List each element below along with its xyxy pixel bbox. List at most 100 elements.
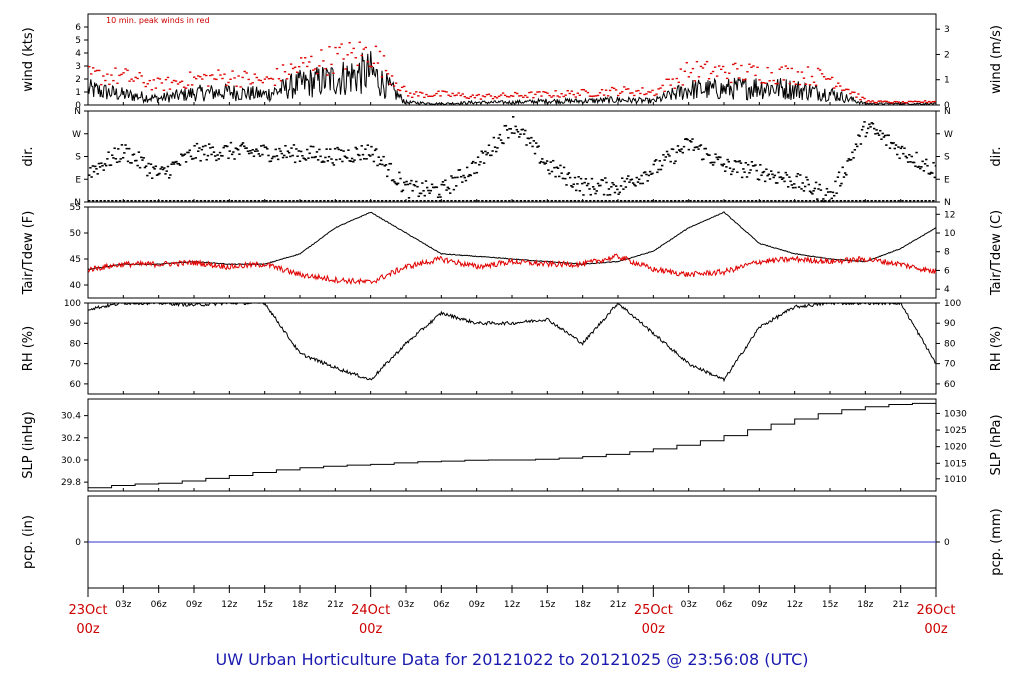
panel-3: 60 70 80 90 100 60 70 80 90 100 RH (%) RH (%) xyxy=(21,299,1004,395)
dir-point xyxy=(508,128,511,130)
dir-point xyxy=(164,173,167,175)
dir-point xyxy=(567,172,571,174)
dir-point xyxy=(704,147,708,150)
dir-point xyxy=(194,157,198,159)
peak-wind-point xyxy=(455,94,458,96)
dir-point xyxy=(237,148,240,151)
dir-point-calm xyxy=(901,199,904,202)
peak-wind-point xyxy=(160,82,164,84)
dir-point xyxy=(206,154,210,157)
dir-point xyxy=(117,148,120,150)
dir-point xyxy=(742,168,745,170)
dir-point xyxy=(393,181,396,183)
peak-wind-point xyxy=(616,94,620,97)
dir-point-calm xyxy=(519,199,523,202)
dir-point xyxy=(507,136,510,139)
dir-point xyxy=(834,180,837,183)
dir-point xyxy=(514,125,517,128)
peak-wind-point xyxy=(394,82,398,84)
dir-point xyxy=(349,160,353,163)
dir-point-calm xyxy=(708,199,711,202)
peak-wind-point xyxy=(336,52,339,55)
peak-wind-point xyxy=(225,84,228,87)
peak-wind-point xyxy=(633,94,636,97)
peak-wind-point xyxy=(461,93,464,95)
dir-point xyxy=(757,178,761,181)
y-axis-label: SLP (inHg) xyxy=(21,411,36,479)
y-tick-right-label: 1010 xyxy=(944,475,967,485)
dir-point xyxy=(925,158,928,161)
dir-point-calm xyxy=(342,199,345,202)
y-axis-label-right: dir. xyxy=(989,146,1004,166)
dir-point xyxy=(807,183,810,186)
dir-point xyxy=(474,162,477,164)
peak-wind-point xyxy=(471,94,475,96)
peak-wind-point xyxy=(528,91,531,94)
y-tick-label: 4 xyxy=(75,49,81,59)
dir-point xyxy=(845,173,848,176)
peak-wind-point xyxy=(92,67,95,69)
dir-point xyxy=(149,163,153,166)
dir-point-calm xyxy=(450,199,453,202)
peak-wind-point xyxy=(312,69,315,71)
dir-point-calm xyxy=(461,199,465,202)
dir-point xyxy=(295,148,298,150)
dir-point xyxy=(226,145,229,148)
dir-point xyxy=(711,164,715,166)
dir-point xyxy=(446,186,449,189)
dir-point-calm xyxy=(550,199,553,202)
dir-point xyxy=(106,158,109,160)
peak-wind-point xyxy=(572,93,575,96)
peak-wind-point xyxy=(271,78,275,80)
dir-point xyxy=(261,153,264,156)
dir-point xyxy=(155,174,159,176)
peak-wind-point xyxy=(404,90,408,93)
peak-wind-point xyxy=(800,71,804,73)
dir-point-calm xyxy=(893,199,896,202)
dir-point xyxy=(897,146,900,148)
dir-point xyxy=(639,182,642,185)
dir-point xyxy=(293,161,297,164)
peak-wind-point xyxy=(512,95,515,97)
peak-wind-point xyxy=(833,87,836,89)
dir-point xyxy=(412,183,416,186)
dir-point xyxy=(790,184,794,186)
peak-wind-point xyxy=(923,100,927,102)
dir-point xyxy=(396,182,400,185)
peak-wind-point xyxy=(925,101,929,104)
peak-wind-point xyxy=(564,94,567,96)
dir-point xyxy=(929,171,933,174)
dir-point xyxy=(607,188,611,190)
dir-point xyxy=(200,148,204,151)
dir-point xyxy=(373,149,377,152)
dir-point xyxy=(883,134,887,137)
dir-point xyxy=(371,153,374,156)
peak-wind-point xyxy=(544,91,547,94)
dir-point xyxy=(274,148,277,151)
dir-point xyxy=(504,124,508,127)
dir-point xyxy=(153,168,156,170)
peak-wind-point xyxy=(483,95,487,98)
peak-wind-point xyxy=(324,68,327,70)
peak-wind-point xyxy=(610,86,614,89)
peak-wind-point xyxy=(503,94,507,97)
peak-wind-point xyxy=(542,91,545,93)
dir-point xyxy=(350,157,354,160)
dir-point xyxy=(167,177,171,179)
dir-point-calm xyxy=(415,199,419,202)
dir-point-calm xyxy=(704,199,708,202)
dir-point-calm xyxy=(589,199,592,202)
peak-wind-point xyxy=(782,79,785,81)
dir-point xyxy=(912,161,916,164)
dir-point-calm xyxy=(535,199,538,202)
peak-wind-point xyxy=(184,87,188,89)
panel-data xyxy=(88,303,936,383)
dir-point xyxy=(395,183,399,186)
dir-point xyxy=(111,154,114,157)
peak-wind-point xyxy=(679,68,682,70)
dir-point-calm xyxy=(670,199,673,202)
dir-point xyxy=(814,181,818,184)
dir-point xyxy=(616,188,619,191)
dir-point xyxy=(171,161,174,164)
peak-wind-point xyxy=(798,83,802,86)
